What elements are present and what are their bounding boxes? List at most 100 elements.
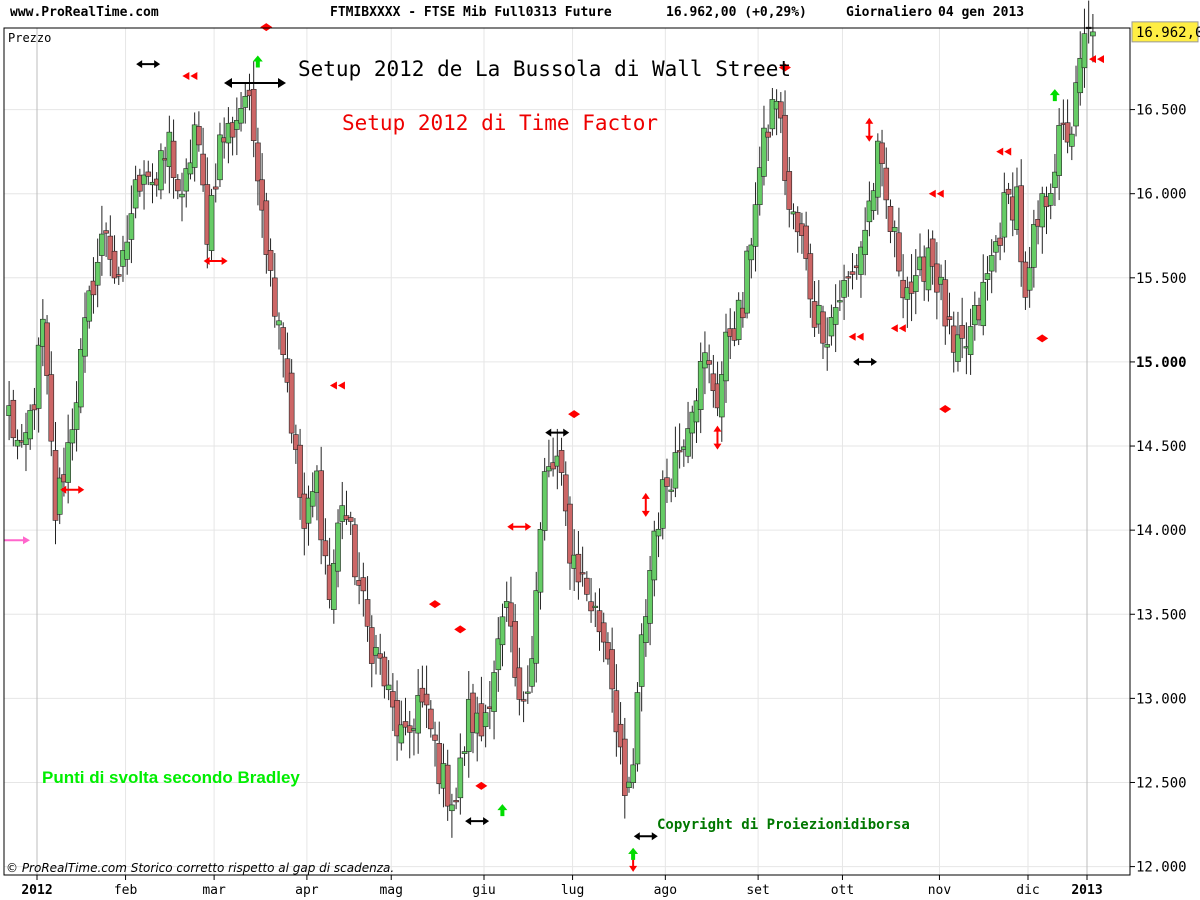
candle-body <box>1069 133 1075 147</box>
y-tick-label: 12.500 <box>1136 775 1187 791</box>
candle-body <box>69 429 76 444</box>
candle-body <box>398 724 405 744</box>
turn-marker <box>136 60 161 69</box>
y-tick-label: 16.000 <box>1136 187 1187 203</box>
turn-marker <box>890 324 906 333</box>
chart-axes: 12.000 12.500 13.000 13.500 14.000 14.500 15.0… <box>3 21 1200 898</box>
candle-body <box>1052 171 1058 188</box>
candle-body <box>267 250 274 271</box>
date-label: 04 gen 2013 <box>938 5 1025 20</box>
y-tick-label: 14.500 <box>1136 439 1187 455</box>
candle-body <box>90 280 97 296</box>
candle-body <box>1039 193 1046 228</box>
bradley-label: Punti di svolta secondo Bradley <box>42 768 300 787</box>
instrument-label: FTMIBXXXX - FTSE Mib Full0313 Future <box>330 5 612 20</box>
candle-body <box>575 553 582 583</box>
candle-body <box>820 311 826 344</box>
candle-body <box>508 602 514 627</box>
copyright-label: Copyright di Proiezionidiborsa <box>657 817 910 833</box>
candle-body <box>103 230 109 234</box>
candle-body <box>48 374 55 442</box>
chart-annotations: Prezzo Setup 2012 de La Bussola di Wall … <box>6 31 910 875</box>
candle-body <box>360 577 367 592</box>
turn-marker <box>260 23 273 32</box>
candle-body <box>1073 82 1079 127</box>
candle-body <box>786 171 793 210</box>
x-tick-label: lug <box>561 883 584 898</box>
x-tick-label: mag <box>379 883 402 898</box>
candle-body <box>832 307 839 325</box>
candle-body <box>1005 188 1012 195</box>
plot-frame <box>3 27 1131 876</box>
candle-body <box>234 120 240 130</box>
candle-body <box>584 577 590 595</box>
candlestick-series <box>6 0 1096 838</box>
candle-body <box>807 253 814 300</box>
candle-body <box>516 667 523 700</box>
candle-body <box>10 399 17 439</box>
candle-body <box>453 800 459 803</box>
candle-body <box>706 360 712 365</box>
candle-body <box>748 244 755 261</box>
candle-body <box>461 751 468 754</box>
candle-body <box>1047 193 1054 206</box>
candle-body <box>959 325 965 339</box>
candle-body <box>347 517 354 522</box>
y-tick-label: 14.000 <box>1136 523 1187 539</box>
candle-body <box>402 721 409 728</box>
candle-body <box>794 212 801 233</box>
candle-body <box>697 361 704 410</box>
period-label: Giornaliero <box>846 5 933 20</box>
candle-body <box>664 477 670 487</box>
chart-header: www.ProRealTime.com FTMIBXXXX - FTSE Mib… <box>0 0 1200 28</box>
candle-body <box>626 781 632 788</box>
candle-body <box>879 142 885 164</box>
turn-marker <box>865 117 874 142</box>
candle-body <box>512 621 518 678</box>
turn-marker <box>182 71 198 80</box>
candle-body <box>65 442 71 483</box>
turn-marker <box>507 522 532 531</box>
candle-body <box>693 400 700 423</box>
candle-body <box>1064 122 1071 143</box>
candle-body <box>128 213 135 240</box>
candle-body <box>672 452 679 489</box>
candle-body <box>929 238 936 267</box>
candle-body <box>579 572 586 575</box>
candle-body <box>1018 185 1025 263</box>
candle-body <box>634 692 641 765</box>
candle-body <box>200 153 206 186</box>
turn-marker <box>853 357 878 366</box>
turn-marker <box>454 625 467 634</box>
candle-body <box>710 373 717 392</box>
candle-body <box>263 200 270 255</box>
candle-body <box>841 280 847 298</box>
candle-body <box>305 497 312 524</box>
candle-body <box>735 299 742 340</box>
candle-body <box>339 505 346 522</box>
bussola-span-arrow <box>224 78 286 88</box>
turn-marker <box>633 832 658 841</box>
candle-body <box>368 627 375 664</box>
turn-marker <box>428 600 441 609</box>
candle-body <box>630 764 637 783</box>
candle-body <box>335 522 341 572</box>
candle-body <box>432 734 438 741</box>
candle-body <box>423 693 430 706</box>
candle-body <box>845 276 852 279</box>
candle-body <box>111 250 118 279</box>
candle-body <box>1031 224 1037 268</box>
candle-body <box>967 326 974 355</box>
y-tick-label: 12.000 <box>1136 860 1187 876</box>
candle-body <box>470 692 476 733</box>
turn-marker <box>1036 334 1049 343</box>
site-label[interactable]: www.ProRealTime.com <box>10 5 159 20</box>
x-tick-label: ago <box>654 883 677 898</box>
candle-body <box>849 271 856 275</box>
turn-marker <box>203 256 228 265</box>
turn-marker <box>475 781 488 790</box>
turn-marker <box>996 147 1012 156</box>
x-tick-label: dic <box>1016 883 1039 898</box>
candle-body <box>94 261 101 286</box>
